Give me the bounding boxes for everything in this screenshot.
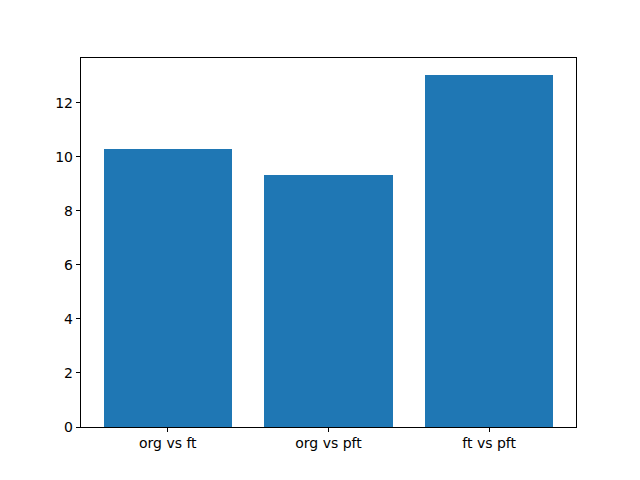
- plot-area: [80, 57, 577, 428]
- y-tick-mark: [76, 210, 80, 211]
- x-tick-mark: [167, 428, 168, 432]
- bar-ft-vs-pft: [425, 75, 554, 428]
- x-tick-label-org-vs-pft: org vs pft: [254, 434, 404, 452]
- bar-chart-figure: 0 2 4 6 8 10 12 org vs ft org vs pft ft vs pft: [0, 0, 640, 480]
- y-tick-mark: [76, 318, 80, 319]
- bar-org-vs-pft: [264, 175, 393, 428]
- y-tick-label: 12: [20, 94, 73, 112]
- x-tick-mark: [328, 428, 329, 432]
- y-tick-mark: [76, 156, 80, 157]
- y-tick-mark: [76, 427, 80, 428]
- y-tick-label: 0: [20, 418, 73, 436]
- y-tick-label: 2: [20, 364, 73, 382]
- y-tick-label: 6: [20, 256, 73, 274]
- y-tick-label: 10: [20, 148, 73, 166]
- y-tick-label: 8: [20, 202, 73, 220]
- y-tick-mark: [76, 372, 80, 373]
- x-tick-mark: [489, 428, 490, 432]
- y-tick-label: 4: [20, 310, 73, 328]
- y-tick-mark: [76, 102, 80, 103]
- x-tick-label-org-vs-ft: org vs ft: [93, 434, 243, 452]
- x-tick-label-ft-vs-pft: ft vs pft: [414, 434, 564, 452]
- bar-org-vs-ft: [104, 149, 233, 427]
- y-tick-mark: [76, 264, 80, 265]
